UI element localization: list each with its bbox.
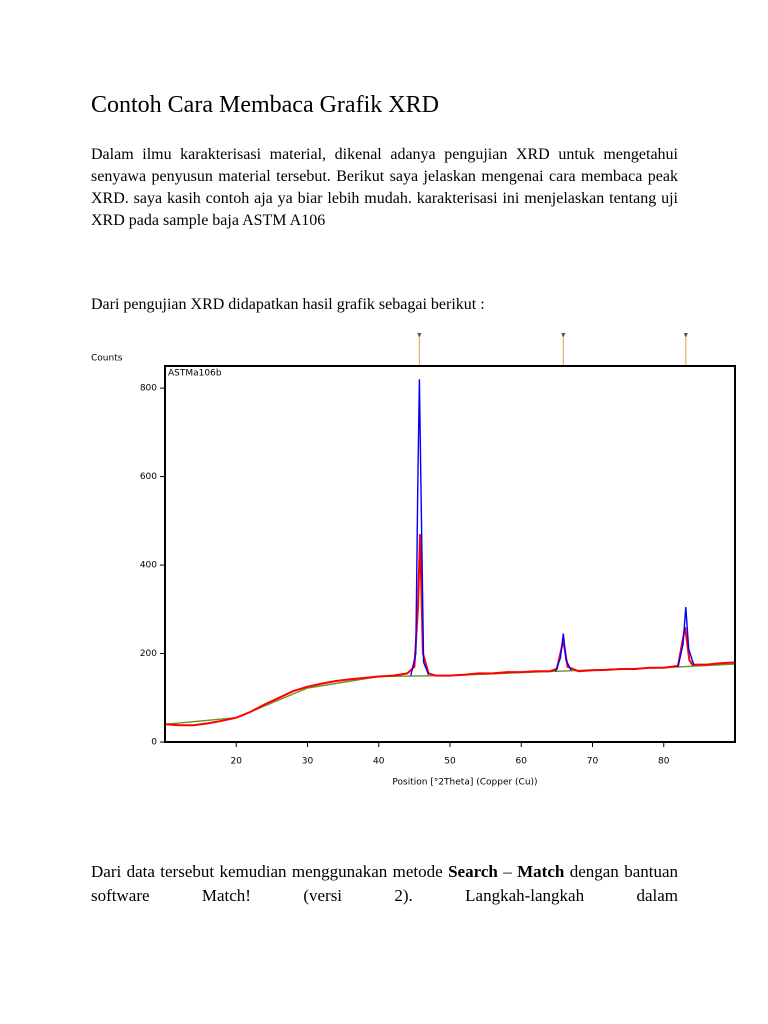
- y-tick-label: 800: [140, 384, 157, 394]
- x-tick-label: 80: [658, 757, 670, 767]
- plot-frame: [164, 365, 736, 743]
- reference-peak-marker: [417, 333, 422, 338]
- text: dengan bantuan software Match! (versi 2)…: [91, 862, 679, 905]
- y-tick-label: 0: [151, 738, 157, 748]
- paragraph: Dari pengujian XRD didapatkan hasil graf…: [91, 296, 485, 313]
- text: –: [497, 862, 518, 881]
- doc-title: Contoh Cara Membaca Grafik XRD: [91, 92, 439, 118]
- y-tick-label: 200: [140, 649, 157, 659]
- y-tick-label: 600: [140, 472, 157, 482]
- reference-peak-marker: [561, 333, 566, 338]
- y-axis-label: Counts: [91, 354, 123, 364]
- x-tick-label: 30: [302, 757, 314, 767]
- x-tick-label: 60: [516, 757, 528, 767]
- bold-text: Match: [517, 862, 565, 881]
- bold-text: Search: [448, 862, 498, 881]
- data-line: [164, 663, 736, 725]
- paragraph: Dari data tersebut kemudian menggunakan …: [91, 860, 678, 908]
- x-tick-label: 40: [373, 757, 385, 767]
- reference-peak-marker: [683, 333, 688, 338]
- x-tick-label: 20: [231, 757, 243, 767]
- x-tick-label: 50: [444, 757, 456, 767]
- x-axis-label: Position [°2Theta] (Copper (Cu)): [392, 778, 537, 788]
- sample-label: ASTMa106b: [168, 369, 222, 379]
- data-line: [164, 534, 736, 727]
- chart: Counts Position [°2Theta] (Copper (Cu)) …: [91, 333, 736, 788]
- data-line: [410, 379, 695, 676]
- paragraph: Dalam ilmu karakterisasi material, diken…: [91, 146, 678, 229]
- x-tick-label: 70: [587, 757, 599, 767]
- text: Dari data tersebut kemudian menggunakan …: [91, 862, 449, 881]
- y-tick-label: 400: [140, 561, 157, 571]
